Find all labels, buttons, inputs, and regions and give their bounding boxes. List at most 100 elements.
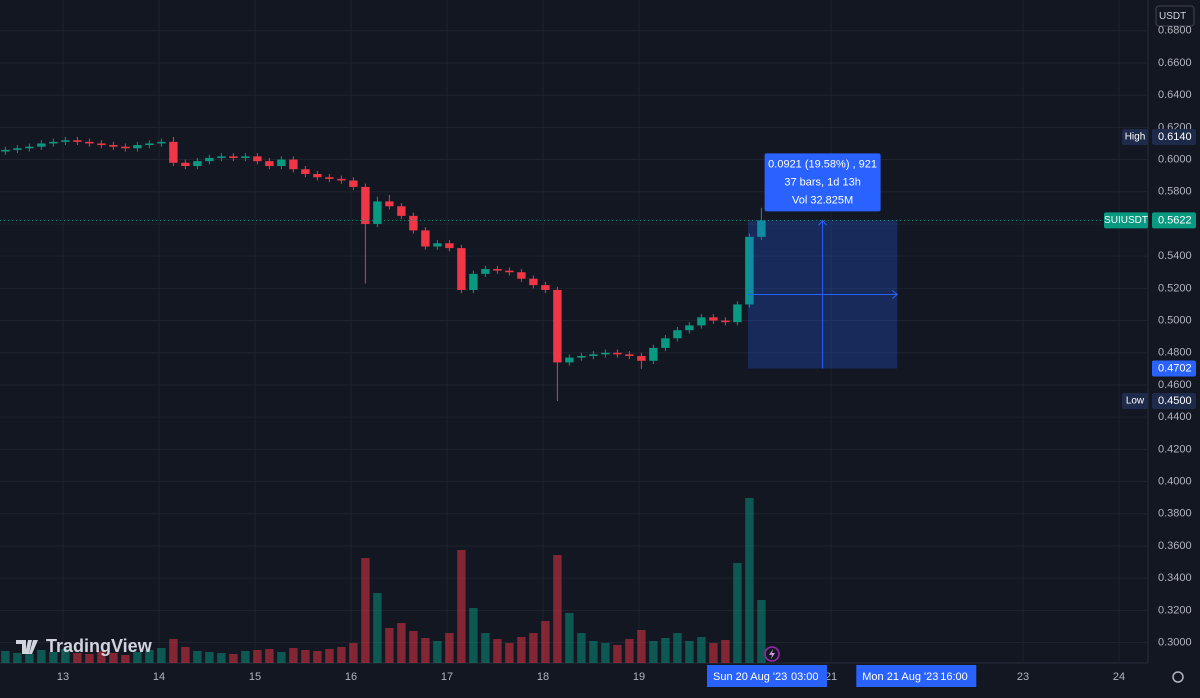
volume-bar (277, 652, 286, 663)
measure-label-box (764, 153, 881, 212)
last-price-label-box (1104, 212, 1148, 229)
measure-arrow (818, 219, 827, 226)
grid (0, 0, 1148, 663)
candle-body (445, 243, 454, 249)
candle-body (529, 278, 538, 286)
volume-bar (409, 631, 418, 663)
volume-bar (601, 643, 610, 663)
y-tick-label: 0.5800 (1158, 186, 1192, 198)
volume-bar (553, 555, 562, 663)
measure-price: 0.4702 (1158, 362, 1192, 374)
time-label-box (856, 665, 977, 687)
candle-body (157, 141, 166, 144)
volume-bar (529, 633, 538, 663)
candle-body (313, 174, 322, 178)
volume-bar (397, 623, 406, 663)
candle-body (637, 355, 646, 361)
currency-dropdown[interactable] (1155, 5, 1195, 27)
candle-body (601, 352, 610, 355)
low-price-label: Low (1126, 396, 1145, 407)
x-tick-label: 17 (441, 671, 453, 683)
candle-body (541, 285, 550, 290)
candle-body (409, 215, 418, 231)
volume-bar (301, 650, 310, 663)
candle-body (649, 347, 658, 361)
candle-body (433, 243, 442, 247)
y-tick-label: 0.6200 (1158, 121, 1192, 133)
time-label-box (706, 665, 827, 687)
volume-bar (577, 633, 586, 663)
high-price-box (1152, 129, 1196, 146)
candle-body (181, 162, 190, 166)
volume-bar (361, 558, 370, 663)
candle-body (469, 273, 478, 290)
volume-bar (457, 550, 466, 663)
candle-body (205, 157, 214, 162)
volume-bar (265, 649, 274, 663)
candle-body (625, 354, 634, 356)
volume-bar (469, 608, 478, 663)
candle-body (289, 159, 298, 170)
measure-text: 0.0921 (19.58%) , 921 (768, 158, 877, 170)
candle-body (421, 230, 430, 247)
candle-body (709, 317, 718, 321)
volume-bar (481, 633, 490, 663)
measure-text: 37 bars, 1d 13h (784, 176, 860, 188)
candle-body (73, 140, 82, 142)
volume-bar (289, 648, 298, 663)
volume-bar (313, 651, 322, 663)
volume-bar (349, 643, 358, 663)
volume-bar (637, 630, 646, 663)
volume-bar (733, 563, 742, 663)
volume-bar (505, 643, 514, 663)
volume-bar (325, 649, 334, 663)
volume-bar (589, 641, 598, 663)
low-price-box (1152, 393, 1196, 410)
volume-bar (517, 637, 526, 663)
volume-bar (205, 652, 214, 663)
candle-body (493, 269, 502, 271)
measure-arrow (891, 290, 899, 299)
low-price: 0.4500 (1158, 395, 1192, 407)
candle-body (25, 146, 34, 149)
volume-bar (385, 628, 394, 663)
volume-bar (157, 648, 166, 663)
volume-bar (697, 637, 706, 663)
candle-body (13, 148, 22, 150)
x-tick-label: 16 (345, 671, 357, 683)
x-tick-label: 21 (825, 671, 837, 683)
volume-bar (541, 621, 550, 663)
candle-body (325, 177, 334, 179)
candle-body (1, 149, 10, 152)
volume-bar (229, 654, 238, 663)
brand: TradingView (46, 636, 153, 656)
time-label-time: 03:00 (791, 671, 819, 683)
candle-body (697, 317, 706, 326)
currency[interactable]: USDT (1159, 11, 1186, 22)
candle-body (229, 156, 238, 158)
x-tick-label: 24 (1113, 671, 1125, 683)
candle-body (217, 156, 226, 158)
settings-icon[interactable] (1172, 671, 1184, 683)
y-tick-label: 0.4800 (1158, 347, 1192, 359)
volume-bar (25, 654, 34, 663)
candle-body (169, 141, 178, 163)
high-price-label-box (1122, 129, 1148, 146)
candle-body (733, 304, 742, 323)
volume-bar (649, 641, 658, 663)
volume-bar (193, 651, 202, 663)
volume-bar (145, 650, 154, 663)
volume-bar (241, 651, 250, 663)
y-tick-label: 0.5400 (1158, 250, 1192, 262)
y-tick-label: 0.5000 (1158, 314, 1192, 326)
candle-body (337, 178, 346, 181)
volume-bar (73, 653, 82, 663)
alert-icon[interactable] (764, 646, 780, 662)
volume-bar (613, 645, 622, 663)
volume-bar (97, 651, 106, 663)
candle-body (685, 325, 694, 331)
volume-bar (745, 498, 754, 663)
candle-body (661, 338, 670, 348)
